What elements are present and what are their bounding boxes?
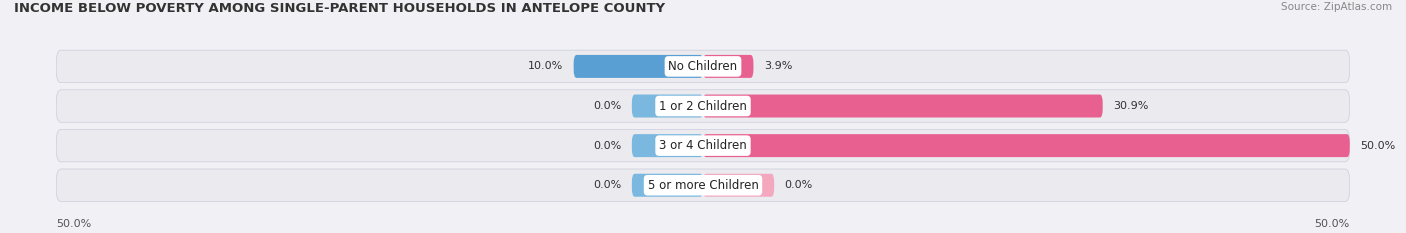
FancyBboxPatch shape xyxy=(56,90,1350,122)
FancyBboxPatch shape xyxy=(703,95,1102,117)
FancyBboxPatch shape xyxy=(631,95,703,117)
Text: INCOME BELOW POVERTY AMONG SINGLE-PARENT HOUSEHOLDS IN ANTELOPE COUNTY: INCOME BELOW POVERTY AMONG SINGLE-PARENT… xyxy=(14,2,665,15)
Text: 10.0%: 10.0% xyxy=(529,62,564,71)
Text: 0.0%: 0.0% xyxy=(593,101,621,111)
FancyBboxPatch shape xyxy=(56,50,1350,83)
Text: 50.0%: 50.0% xyxy=(1360,141,1395,151)
FancyBboxPatch shape xyxy=(703,174,775,197)
FancyBboxPatch shape xyxy=(56,129,1350,162)
FancyBboxPatch shape xyxy=(703,55,754,78)
Text: 3.9%: 3.9% xyxy=(763,62,792,71)
FancyBboxPatch shape xyxy=(56,169,1350,202)
Text: 5 or more Children: 5 or more Children xyxy=(648,179,758,192)
Text: 1 or 2 Children: 1 or 2 Children xyxy=(659,99,747,113)
FancyBboxPatch shape xyxy=(631,134,703,157)
Text: No Children: No Children xyxy=(668,60,738,73)
Text: 0.0%: 0.0% xyxy=(593,180,621,190)
Text: 0.0%: 0.0% xyxy=(785,180,813,190)
Text: 30.9%: 30.9% xyxy=(1114,101,1149,111)
Text: 50.0%: 50.0% xyxy=(1315,219,1350,229)
Text: 50.0%: 50.0% xyxy=(56,219,91,229)
FancyBboxPatch shape xyxy=(703,134,1350,157)
Text: Source: ZipAtlas.com: Source: ZipAtlas.com xyxy=(1281,2,1392,12)
FancyBboxPatch shape xyxy=(631,174,703,197)
FancyBboxPatch shape xyxy=(574,55,703,78)
Text: 0.0%: 0.0% xyxy=(593,141,621,151)
Text: 3 or 4 Children: 3 or 4 Children xyxy=(659,139,747,152)
